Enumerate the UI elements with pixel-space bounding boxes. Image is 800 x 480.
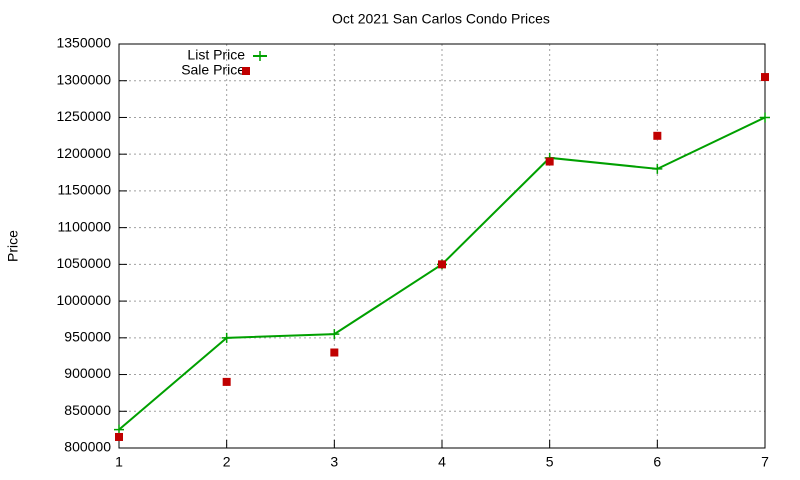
- y-tick-label: 1050000: [56, 255, 111, 271]
- point: [653, 131, 662, 140]
- point: [329, 329, 340, 340]
- y-tick-label: 950000: [64, 329, 111, 345]
- x-tick-label: 6: [653, 454, 661, 470]
- legend-swatch: [242, 67, 250, 75]
- x-tick-label: 4: [438, 454, 446, 470]
- y-tick-label: 900000: [64, 365, 111, 381]
- point: [114, 424, 124, 435]
- y-tick-label: 1150000: [58, 182, 112, 198]
- y-tick-label: 800000: [64, 439, 111, 455]
- y-tick-label: 1250000: [56, 108, 111, 124]
- x-tick-label: 2: [223, 454, 231, 470]
- point: [115, 432, 123, 441]
- point: [652, 163, 663, 174]
- x-tick-label: 3: [330, 454, 338, 470]
- chart-title: Oct 2021 San Carlos Condo Prices: [332, 11, 550, 27]
- legend-label: Sale Price: [181, 62, 245, 78]
- legend-label: List Price: [187, 47, 245, 63]
- x-tick-label: 7: [761, 454, 769, 470]
- x-tick-label: 5: [546, 454, 554, 470]
- y-tick-label: 850000: [64, 402, 111, 418]
- point: [221, 332, 232, 343]
- legend-swatch: [255, 51, 265, 61]
- point: [760, 112, 770, 123]
- point: [761, 73, 769, 82]
- y-tick-label: 1100000: [58, 218, 112, 234]
- point: [545, 157, 554, 166]
- y-tick-label: 1000000: [56, 292, 111, 308]
- y-tick-label: 1200000: [56, 145, 111, 161]
- y-axis-label: Price: [5, 230, 21, 262]
- x-tick-label: 1: [115, 454, 123, 470]
- y-tick-label: 1300000: [56, 71, 111, 87]
- point: [222, 377, 231, 386]
- y-tick-label: 1350000: [56, 35, 111, 51]
- point: [330, 348, 339, 357]
- point: [438, 260, 446, 269]
- plot-frame: [118, 43, 766, 449]
